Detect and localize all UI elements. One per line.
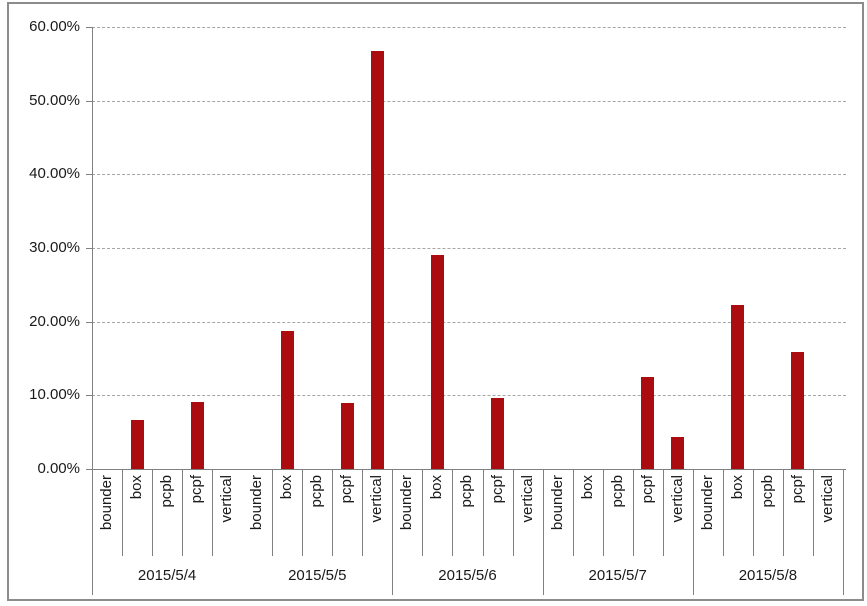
bar-g4-box — [731, 304, 745, 469]
y-axis-tick-label: 40.00% — [29, 165, 80, 183]
category-label-g1-vertical: vertical — [368, 475, 386, 523]
category-tick — [152, 469, 154, 556]
category-label-g3-pcpf: pcpf — [638, 475, 656, 504]
y-axis-tick — [86, 469, 92, 470]
bar-g1-pcpf — [340, 402, 354, 469]
category-tick — [572, 469, 574, 556]
category-tick — [272, 469, 274, 556]
y-axis-tick-label: 30.00% — [29, 239, 80, 256]
y-axis-tick — [86, 395, 92, 397]
category-tick — [512, 469, 514, 556]
bar-g3-vertical — [671, 437, 685, 469]
y-axis-tick-label: 0.00% — [37, 460, 80, 477]
group-separator — [692, 469, 694, 595]
group-separator — [392, 469, 394, 595]
category-label-g2-pcpf: pcpf — [488, 475, 506, 504]
gridline-20pct — [92, 321, 846, 323]
y-axis-tick-label: 20.00% — [29, 312, 80, 330]
category-label-g4-pcpb: pcpb — [758, 475, 776, 508]
category-label-g3-bounder: bounder — [548, 475, 566, 531]
category-label-g1-pcpf: pcpf — [338, 475, 356, 504]
category-tick — [482, 469, 484, 556]
category-tick — [122, 469, 124, 556]
category-label-g1-pcpb: pcpb — [308, 475, 326, 508]
bar-g2-pcpf — [491, 398, 505, 469]
category-label-g2-box: box — [428, 475, 446, 500]
category-tick — [452, 469, 454, 556]
category-label-g0-vertical: vertical — [218, 475, 236, 523]
category-tick — [182, 469, 184, 556]
category-label-g0-pcpb: pcpb — [158, 475, 176, 508]
y-axis-tick — [86, 321, 92, 323]
category-tick — [782, 469, 784, 556]
category-label-g3-pcpb: pcpb — [608, 475, 626, 508]
y-axis-tick — [86, 248, 92, 249]
category-tick — [302, 469, 304, 556]
y-axis-tick-label: 10.00% — [29, 386, 80, 404]
gridline-10pct — [92, 395, 846, 397]
date-group-label: 2015/5/6 — [438, 567, 497, 584]
gridline-30pct — [92, 248, 846, 249]
category-tick — [332, 469, 334, 556]
y-axis-tick-label: 60.00% — [29, 18, 80, 35]
group-separator — [542, 469, 544, 595]
category-label-g4-box: box — [728, 475, 746, 500]
category-label-g2-vertical: vertical — [518, 475, 536, 523]
bar-g3-pcpf — [641, 376, 655, 469]
category-label-g4-vertical: vertical — [818, 475, 836, 523]
category-label-g4-pcpf: pcpf — [788, 475, 806, 504]
category-label-g0-bounder: bounder — [98, 475, 115, 531]
category-label-g1-bounder: bounder — [248, 475, 266, 531]
bar-g4-pcpf — [791, 351, 805, 469]
gridline-60pct — [92, 27, 846, 28]
bar-g2-box — [430, 254, 444, 469]
category-tick — [602, 469, 604, 556]
y-axis-tick — [86, 27, 92, 28]
group-separator — [843, 469, 844, 595]
category-tick — [662, 469, 664, 556]
category-label-g4-bounder: bounder — [698, 475, 716, 531]
bar-g1-vertical — [370, 50, 384, 469]
category-tick — [632, 469, 634, 556]
bar-g1-box — [280, 330, 294, 469]
date-group-label: 2015/5/4 — [137, 567, 197, 584]
category-label-g1-box: box — [278, 475, 296, 500]
bar-g0-box — [130, 420, 144, 469]
category-tick — [812, 469, 814, 556]
category-tick — [422, 469, 424, 556]
y-axis-tick — [86, 174, 92, 176]
category-label-g0-box: box — [128, 475, 146, 500]
category-label-g2-bounder: bounder — [398, 475, 416, 531]
gridline-50pct — [92, 100, 846, 102]
category-tick — [752, 469, 754, 556]
bar-g0-pcpf — [190, 401, 204, 469]
category-label-g2-pcpb: pcpb — [458, 475, 476, 508]
y-axis-line — [92, 27, 93, 469]
date-group-label: 2015/5/7 — [588, 567, 647, 584]
gridline-40pct — [92, 174, 846, 176]
group-separator — [92, 469, 93, 595]
y-axis-tick — [86, 100, 92, 102]
x-axis-line — [86, 469, 846, 470]
date-group-label: 2015/5/8 — [738, 567, 798, 584]
category-tick — [212, 469, 214, 556]
category-tick — [362, 469, 364, 556]
date-group-label: 2015/5/5 — [288, 567, 347, 584]
y-axis-tick-label: 50.00% — [29, 91, 80, 109]
category-label-g3-box: box — [578, 475, 596, 500]
category-tick — [722, 469, 724, 556]
category-label-g0-pcpf: pcpf — [188, 475, 206, 504]
category-label-g3-vertical: vertical — [668, 475, 686, 523]
